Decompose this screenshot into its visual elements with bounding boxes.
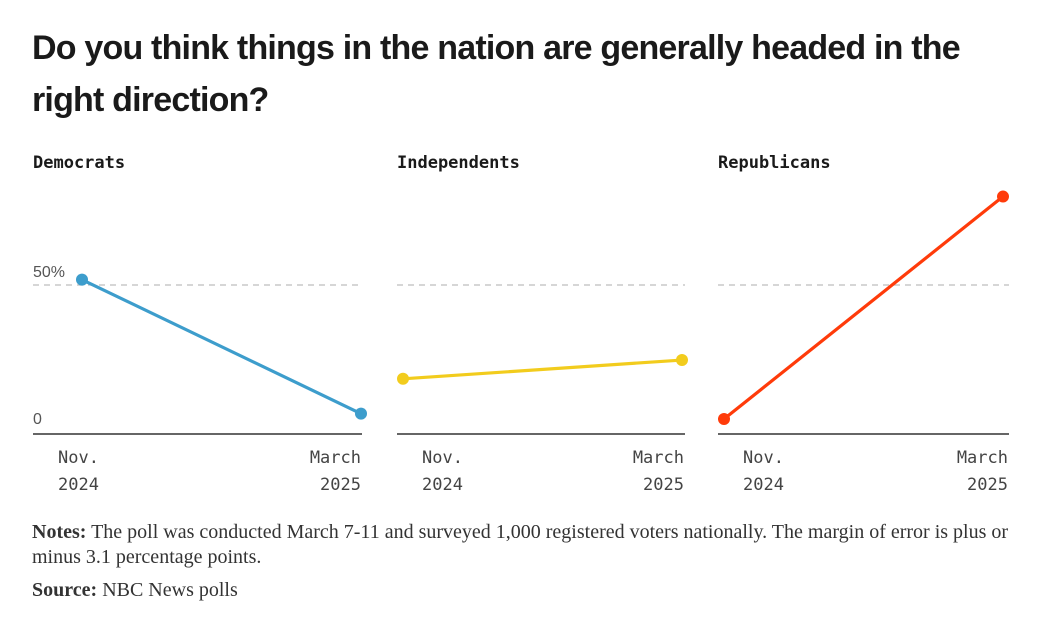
notes-label: Notes:	[32, 521, 87, 543]
data-point-republicans-nov-2024	[718, 413, 730, 425]
x-tick-label-democrats-end: March	[310, 448, 361, 468]
series-line-independents	[401, 358, 684, 381]
x-tick-label-democrats-start-year: 2024	[58, 475, 99, 495]
panel-title-independents: Independents	[397, 153, 520, 173]
x-tick-label-republicans-end: March	[957, 448, 1008, 468]
source: Source: NBC News polls	[32, 578, 238, 603]
x-tick-label-independents-end: March	[633, 448, 684, 468]
notes-text: The poll was conducted March 7-11 and su…	[32, 521, 1009, 568]
data-point-independents-march-2025	[676, 354, 688, 367]
x-tick-label-independents-start-year: 2024	[422, 475, 463, 495]
x-tick-label-democrats-start: Nov.	[58, 448, 99, 468]
panel-title-republicans: Republicans	[718, 153, 831, 173]
series-line-democrats	[80, 278, 363, 416]
x-tick-label-democrats-end-year: 2025	[320, 475, 361, 495]
data-point-independents-nov-2024	[397, 372, 409, 385]
source-text: NBC News polls	[102, 579, 238, 601]
series-line-republicans	[722, 194, 1005, 421]
x-tick-label-republicans-start-year: 2024	[743, 475, 784, 495]
x-tick-label-republicans-end-year: 2025	[967, 475, 1008, 495]
panel-title-democrats: Democrats	[33, 153, 125, 173]
data-point-republicans-march-2025	[997, 190, 1009, 203]
small-multiples-chart: Democrats 50% 0 Nov. 2024 March 2025 Independen…	[33, 153, 1009, 495]
data-point-democrats-nov-2024	[76, 273, 88, 286]
notes: Notes: The poll was conducted March 7-11…	[32, 520, 1012, 570]
chart-title: Do you think things in the nation are ge…	[32, 29, 961, 119]
source-label: Source:	[32, 579, 98, 601]
y-tick-label-50: 50%	[33, 264, 65, 281]
data-point-democrats-march-2025	[355, 407, 367, 420]
y-tick-label-0: 0	[33, 411, 42, 428]
x-tick-label-independents-end-year: 2025	[643, 475, 684, 495]
x-tick-label-independents-start: Nov.	[422, 448, 463, 468]
x-tick-label-republicans-start: Nov.	[743, 448, 784, 468]
